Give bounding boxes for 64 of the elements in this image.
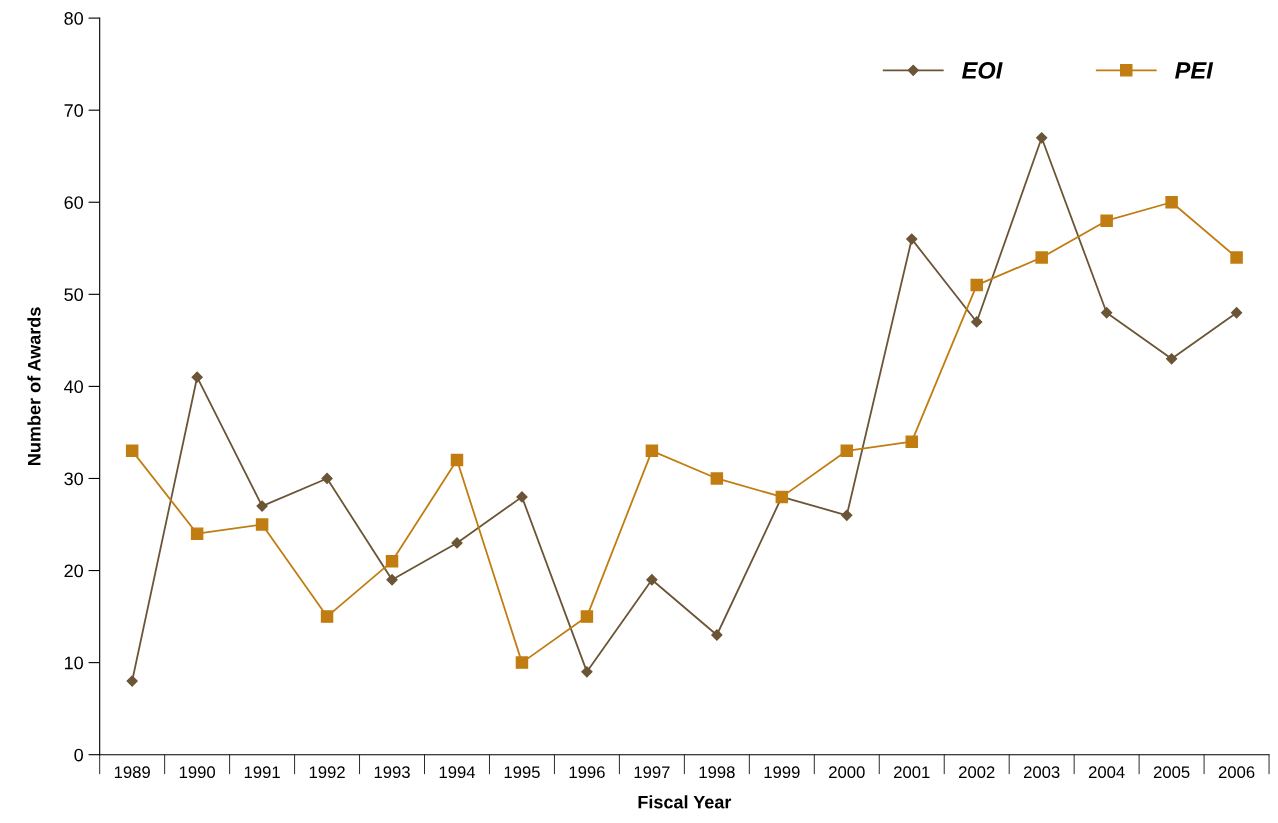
point bbox=[191, 371, 203, 383]
point bbox=[1036, 132, 1048, 144]
x-tick-label: 2001 bbox=[894, 766, 930, 779]
point bbox=[386, 574, 398, 586]
y-tick-label: 30 bbox=[64, 472, 84, 486]
point bbox=[1101, 307, 1113, 319]
point bbox=[1230, 251, 1243, 264]
point bbox=[580, 610, 594, 623]
point bbox=[645, 444, 659, 458]
x-tick-label: 1996 bbox=[569, 766, 605, 779]
point bbox=[905, 435, 918, 448]
x-tick-label: 1993 bbox=[374, 766, 410, 779]
x-tick-label: 1991 bbox=[244, 766, 280, 779]
point bbox=[710, 472, 724, 485]
point bbox=[1035, 251, 1048, 264]
point bbox=[320, 610, 334, 623]
point bbox=[1230, 307, 1243, 319]
x-tick-label: 2003 bbox=[1023, 766, 1060, 779]
point bbox=[515, 656, 529, 669]
y-tick-label: 50 bbox=[64, 288, 84, 302]
x-tick-label: 1990 bbox=[179, 766, 216, 779]
x-tick-label: 1999 bbox=[764, 766, 800, 779]
point bbox=[190, 527, 204, 540]
x-tick-label: 1989 bbox=[114, 766, 150, 779]
point bbox=[971, 316, 983, 328]
x-tick-label: 2004 bbox=[1088, 766, 1125, 779]
legend-label: EOI bbox=[962, 62, 1003, 79]
point bbox=[581, 666, 593, 678]
x-tick-label: 2006 bbox=[1218, 766, 1255, 779]
y-tick-label: 70 bbox=[64, 104, 84, 117]
point bbox=[126, 675, 138, 687]
point bbox=[1166, 353, 1178, 365]
point bbox=[646, 574, 658, 586]
point bbox=[516, 491, 528, 503]
y-tick-label: 80 bbox=[64, 12, 84, 25]
point bbox=[711, 629, 723, 641]
point bbox=[906, 233, 918, 245]
point bbox=[125, 444, 139, 458]
point bbox=[385, 555, 399, 568]
point bbox=[1100, 214, 1113, 227]
point bbox=[840, 444, 854, 458]
point bbox=[256, 500, 268, 512]
point bbox=[1165, 196, 1178, 209]
y-tick-label: 20 bbox=[64, 564, 84, 578]
x-tick-label: 1997 bbox=[634, 766, 670, 779]
point bbox=[841, 509, 853, 521]
y-axis-title: Number of Awards bbox=[27, 307, 41, 465]
point bbox=[450, 453, 464, 467]
x-tick-label: 1992 bbox=[309, 766, 345, 779]
point bbox=[970, 278, 983, 292]
x-tick-label: 2000 bbox=[829, 766, 865, 779]
x-tick-label: 1994 bbox=[439, 766, 476, 779]
y-tick-label: 40 bbox=[64, 380, 84, 394]
y-tick-label: 10 bbox=[65, 656, 84, 670]
x-axis-title: Fiscal Year bbox=[638, 795, 732, 809]
x-tick-label: 1998 bbox=[699, 766, 735, 779]
legend-label: PEI bbox=[1175, 62, 1214, 79]
x-tick-label: 2002 bbox=[959, 766, 995, 779]
y-tick-label: 60 bbox=[64, 196, 84, 209]
x-tick-label: 2005 bbox=[1153, 766, 1190, 779]
point bbox=[321, 472, 333, 485]
y-tick-label: 0 bbox=[74, 748, 84, 762]
x-tick-label: 1995 bbox=[504, 766, 540, 779]
point bbox=[255, 518, 269, 531]
